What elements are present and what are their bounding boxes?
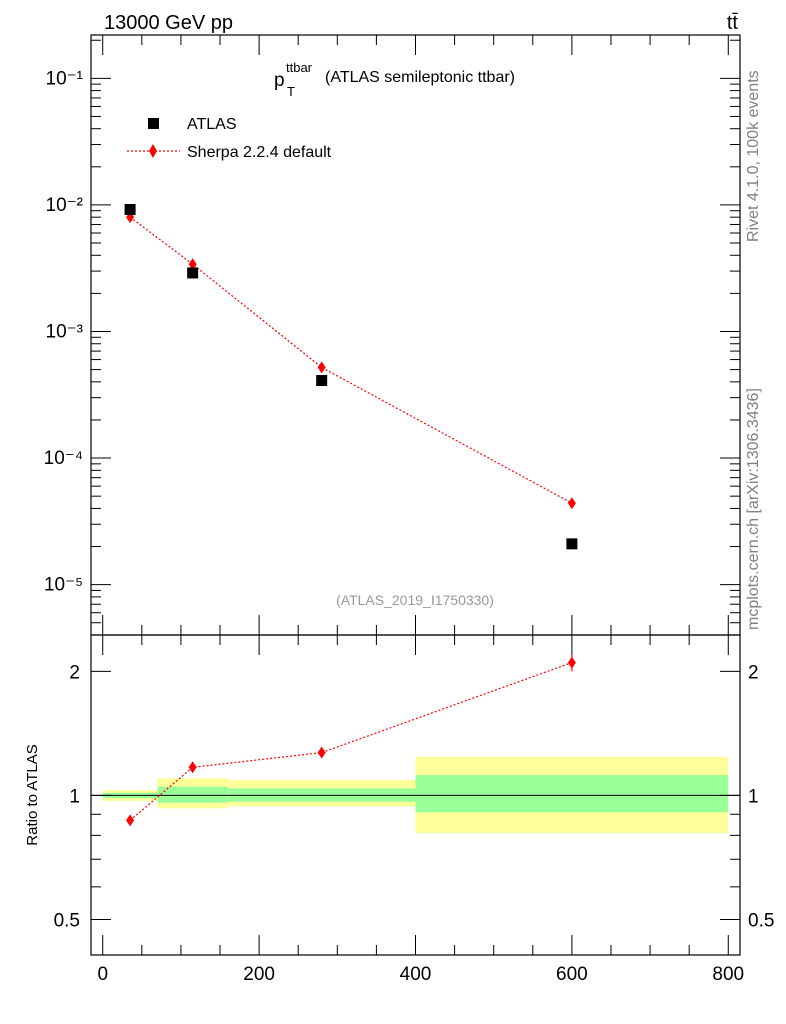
ratio-xtick-label: 800 — [712, 964, 744, 985]
main-ytick-label: 10⁻⁴ — [44, 448, 83, 469]
ratio-axis-ticks: 0 200 400 600 800 2 2 1 1 0.5 0.5 — [54, 635, 774, 985]
main-ytick-label: 10⁻⁵ — [44, 575, 83, 596]
data-point-main — [316, 374, 328, 386]
mcplots-reference-note: mcplots.cern.ch [arXiv:1306.3436] — [745, 388, 762, 630]
ratio-ytick-label-left: 1 — [69, 786, 80, 807]
legend-marker-mc — [149, 144, 157, 158]
main-axis-ticks: 10⁻¹ 10⁻² 10⁻³ 10⁻⁴ 10⁻⁵ — [44, 35, 740, 636]
main-ytick-label: 10⁻³ — [46, 321, 84, 342]
mc-series-ratio — [126, 654, 576, 827]
ratio-xtick-label: 200 — [243, 964, 275, 985]
main-ytick-label: 10⁻² — [46, 195, 84, 216]
mc-line-ratio — [129, 662, 573, 821]
legend-marker-atlas — [148, 118, 159, 129]
ratio-ytick-label-left: 2 — [69, 662, 80, 683]
ratio-band-inner-3 — [415, 775, 729, 813]
ratio-xtick-label: 600 — [556, 964, 588, 985]
mc-point-main — [317, 361, 326, 374]
mc-point-ratio — [567, 656, 576, 669]
rivet-version-note: Rivet 4.1.0, 100k events — [745, 70, 762, 242]
mc-series-main — [126, 211, 576, 510]
ratio-xtick-label: 0 — [97, 964, 108, 985]
mc-point-main — [188, 258, 197, 271]
legend: ATLAS Sherpa 2.2.4 default — [127, 116, 332, 161]
ratio-band-inner-1 — [157, 786, 228, 803]
mc-point-main — [567, 497, 576, 510]
plot-title-superscript: ttbar — [286, 60, 313, 75]
plot-title-main: p — [274, 70, 285, 91]
mc-point-ratio — [188, 761, 197, 774]
mc-line-main — [129, 216, 573, 504]
plot-title-rest: (ATLAS semileptonic ttbar) — [325, 69, 515, 86]
ratio-ytick-label-right: 1 — [748, 786, 759, 807]
plot-title: p — [274, 70, 285, 91]
process-title: tt̄ — [727, 12, 739, 34]
ratio-ylabel: Ratio to ATLAS — [24, 744, 41, 845]
data-point-main — [187, 267, 199, 279]
data-point-main — [124, 203, 136, 215]
main-ytick-label: 10⁻¹ — [46, 68, 84, 89]
mc-point-ratio — [126, 814, 135, 827]
data-point-main — [566, 538, 578, 550]
ratio-xtick-label: 400 — [400, 964, 432, 985]
energy-title: 13000 GeV pp — [104, 12, 233, 34]
mc-point-ratio — [317, 746, 326, 759]
legend-label-mc: Sherpa 2.2.4 default — [187, 144, 332, 161]
ratio-ytick-label-right: 2 — [748, 662, 759, 683]
ratio-ytick-label-right: 0.5 — [748, 910, 774, 931]
legend-label-atlas: ATLAS — [187, 116, 237, 133]
plot-title-subscript: T — [287, 84, 295, 99]
analysis-watermark: (ATLAS_2019_I1750330) — [336, 592, 494, 608]
ratio-ytick-label-left: 0.5 — [54, 910, 80, 931]
data-series-main — [124, 203, 578, 550]
